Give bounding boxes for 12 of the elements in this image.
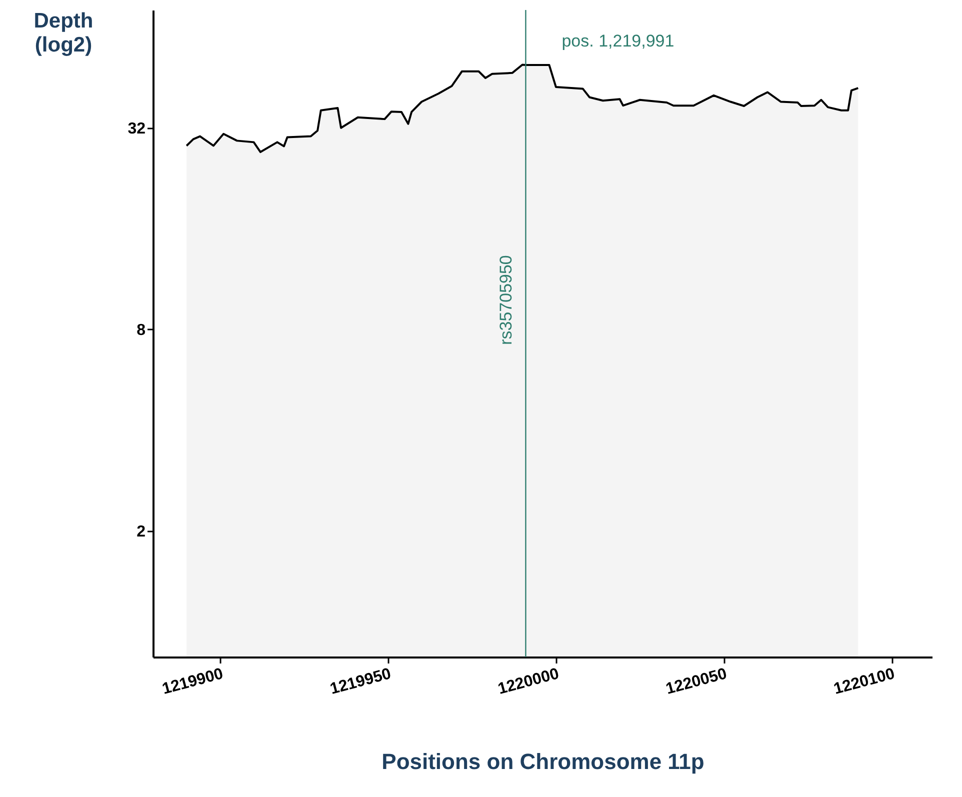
x-tick-label: 1220050 bbox=[664, 665, 729, 698]
x-axis-title: Positions on Chromosome 11p bbox=[382, 749, 704, 774]
y-tick-label: 32 bbox=[128, 120, 146, 138]
x-tick-label: 1219950 bbox=[328, 665, 394, 698]
y-axis-title: Depth (log2) bbox=[34, 10, 94, 56]
x-tick-label: 1220000 bbox=[496, 665, 561, 698]
ref-line-label: rs35705950 bbox=[496, 255, 516, 345]
x-tick-label: 1219900 bbox=[160, 665, 226, 698]
y-tick-label: 8 bbox=[136, 322, 146, 339]
annotation: pos. 1,219,991 bbox=[562, 31, 674, 50]
x-tick-label: 1220100 bbox=[832, 665, 897, 698]
y-tick-label: 2 bbox=[136, 523, 146, 540]
